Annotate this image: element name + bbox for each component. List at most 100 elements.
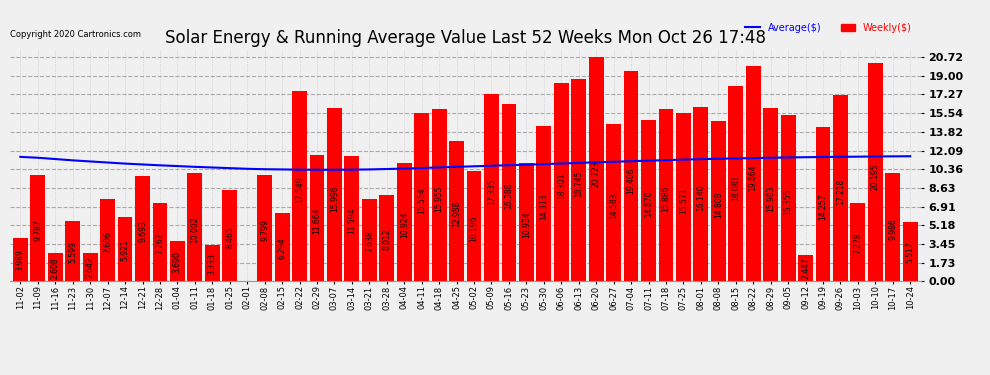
Text: 15.983: 15.983 xyxy=(766,185,775,211)
Bar xyxy=(362,199,377,281)
Bar xyxy=(658,110,673,281)
Bar xyxy=(729,86,743,281)
Bar xyxy=(327,108,342,281)
Text: 8.465: 8.465 xyxy=(226,226,235,248)
Text: 19.864: 19.864 xyxy=(748,165,757,191)
Bar xyxy=(484,94,499,281)
Text: 10.002: 10.002 xyxy=(190,216,199,243)
Text: 9.787: 9.787 xyxy=(34,220,43,242)
Text: 3.989: 3.989 xyxy=(16,250,25,272)
Text: 14.313: 14.313 xyxy=(540,194,548,220)
Legend: Average($), Weekly($): Average($), Weekly($) xyxy=(742,19,916,36)
Bar xyxy=(152,203,167,281)
Bar xyxy=(642,120,656,281)
Bar xyxy=(745,66,760,281)
Bar xyxy=(31,176,46,281)
Bar xyxy=(449,141,464,281)
Text: 18.081: 18.081 xyxy=(732,174,741,201)
Text: 7.278: 7.278 xyxy=(853,232,862,254)
Bar xyxy=(13,238,28,281)
Bar xyxy=(432,109,446,281)
Text: 15.355: 15.355 xyxy=(784,188,793,215)
Text: 10.924: 10.924 xyxy=(400,211,409,238)
Text: 20.723: 20.723 xyxy=(592,160,601,187)
Text: 2.608: 2.608 xyxy=(50,257,59,279)
Bar xyxy=(519,163,534,281)
Bar xyxy=(502,104,517,281)
Text: 11.664: 11.664 xyxy=(313,207,322,234)
Bar xyxy=(589,57,604,281)
Bar xyxy=(397,163,412,281)
Text: 3.333: 3.333 xyxy=(208,253,217,275)
Bar xyxy=(310,155,325,281)
Bar xyxy=(205,245,220,281)
Text: 19.406: 19.406 xyxy=(627,167,636,194)
Bar xyxy=(170,242,185,281)
Text: 11.594: 11.594 xyxy=(347,208,356,234)
Text: 5.599: 5.599 xyxy=(68,241,77,263)
Text: 14.870: 14.870 xyxy=(644,191,653,217)
Text: 15.554: 15.554 xyxy=(417,187,426,214)
Bar xyxy=(624,71,639,281)
Text: 15.886: 15.886 xyxy=(661,186,670,212)
Text: 7.638: 7.638 xyxy=(365,231,374,252)
Bar xyxy=(345,156,359,281)
Bar xyxy=(223,190,238,281)
Bar xyxy=(379,195,394,281)
Bar xyxy=(763,108,778,281)
Text: 3.690: 3.690 xyxy=(173,251,182,273)
Bar xyxy=(606,123,621,281)
Text: 16.388: 16.388 xyxy=(505,183,514,209)
Text: 20.195: 20.195 xyxy=(871,163,880,190)
Text: 2.447: 2.447 xyxy=(801,258,810,279)
Text: 10.934: 10.934 xyxy=(522,211,531,238)
Bar xyxy=(135,176,149,281)
Text: 10.196: 10.196 xyxy=(469,215,478,242)
Bar xyxy=(292,92,307,281)
Text: 6.294: 6.294 xyxy=(277,238,286,260)
Bar xyxy=(118,217,133,281)
Bar xyxy=(466,171,481,281)
Text: 18.301: 18.301 xyxy=(556,173,565,200)
Bar xyxy=(537,126,551,281)
Text: 16.140: 16.140 xyxy=(696,184,705,211)
Bar xyxy=(187,173,202,281)
Bar xyxy=(903,222,918,281)
Text: 17.335: 17.335 xyxy=(487,178,496,205)
Text: 12.988: 12.988 xyxy=(452,201,461,227)
Bar xyxy=(798,255,813,281)
Text: Copyright 2020 Cartronics.com: Copyright 2020 Cartronics.com xyxy=(10,30,141,39)
Text: 15.571: 15.571 xyxy=(679,187,688,214)
Text: 14.808: 14.808 xyxy=(714,191,723,217)
Bar xyxy=(676,113,691,281)
Title: Solar Energy & Running Average Value Last 52 Weeks Mon Oct 26 17:48: Solar Energy & Running Average Value Las… xyxy=(164,29,766,47)
Text: 5.921: 5.921 xyxy=(121,240,130,261)
Text: 7.606: 7.606 xyxy=(103,231,112,253)
Bar xyxy=(553,83,568,281)
Bar xyxy=(711,121,726,281)
Text: 18.745: 18.745 xyxy=(574,171,583,197)
Bar xyxy=(100,199,115,281)
Text: 14.583: 14.583 xyxy=(609,192,618,219)
Bar xyxy=(781,115,796,281)
Bar xyxy=(274,213,289,281)
Text: 5.517: 5.517 xyxy=(906,242,915,264)
Bar xyxy=(816,127,831,281)
Bar xyxy=(257,175,272,281)
Bar xyxy=(65,221,80,281)
Text: 9.693: 9.693 xyxy=(138,220,147,242)
Text: 17.549: 17.549 xyxy=(295,177,304,204)
Text: 9.799: 9.799 xyxy=(260,219,269,242)
Text: 7.262: 7.262 xyxy=(155,233,164,254)
Bar xyxy=(850,202,865,281)
Bar xyxy=(414,113,429,281)
Text: 2.642: 2.642 xyxy=(86,257,95,278)
Text: 9.986: 9.986 xyxy=(888,219,897,240)
Bar xyxy=(693,107,708,281)
Bar xyxy=(833,95,847,281)
Text: 14.257: 14.257 xyxy=(819,194,828,220)
Bar xyxy=(868,63,883,281)
Bar xyxy=(571,78,586,281)
Bar xyxy=(885,173,900,281)
Text: 17.218: 17.218 xyxy=(836,179,844,205)
